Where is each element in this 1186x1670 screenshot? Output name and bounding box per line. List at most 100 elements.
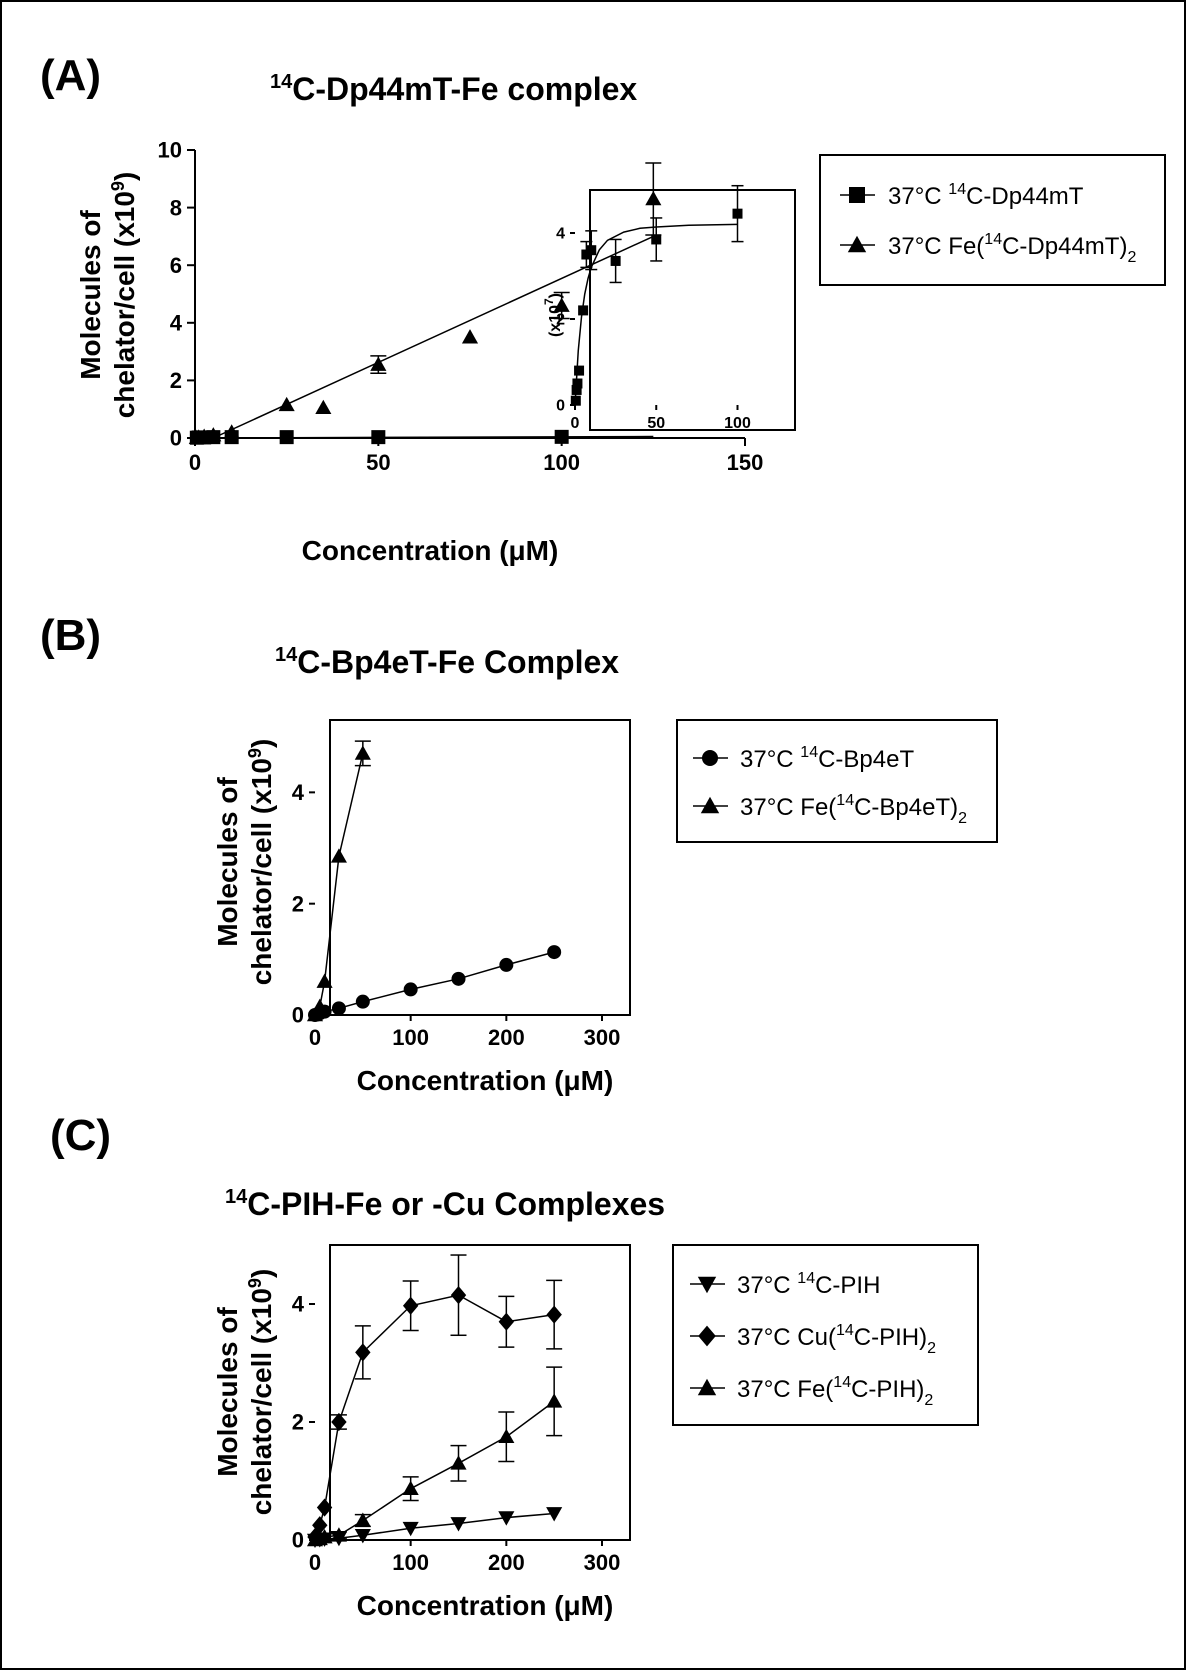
legA0-shape (849, 187, 865, 203)
panel-c-legend-marker-1 (698, 1325, 716, 1347)
panel-a-y-axis-title-line2: chelator/cell (x109) (108, 172, 140, 419)
panel-b-series-1-point-5 (354, 745, 371, 760)
panel-c-title: 14C-PIH-Fe or -Cu Complexes (225, 1186, 665, 1222)
panel-c-frame (329, 1244, 631, 1541)
panel-a-inset-y-tick-label-1: 2 (556, 312, 565, 329)
panel-a-inset-series-0 (570, 184, 744, 406)
panel-a-plot: 0 50 100 150 0 2 4 6 8 10 (158, 138, 764, 475)
panel-c-y-axis-title-line2: chelator/cell (x109) (245, 1269, 277, 1516)
panel-c-legend-entry-1: 37°C Cu(14C-PIH)2 (690, 1322, 936, 1357)
panel-c-label: (C) (50, 1111, 111, 1160)
panel-b-series-0-point-4 (331, 1001, 346, 1016)
panel-b-series-0-point-8 (499, 957, 514, 972)
panel-c-legend-label-2: 37°C Fe(14C-PIH)2 (737, 1374, 933, 1409)
legB1-shape (700, 796, 720, 814)
panel-a-y-tick-label-5: 10 (158, 138, 182, 163)
panel-a-label: (A) (40, 51, 101, 100)
panel-b-legend-frame (676, 719, 998, 843)
panel-c-series-0-point-7 (498, 1511, 515, 1526)
panel-a-inset-series-0-point-4 (578, 305, 589, 316)
panel-b-legend-entry-1: 37°C Fe(14C-Bp4eT)2 (693, 792, 967, 827)
panel-c-series-0-point-5 (402, 1521, 419, 1537)
panel-c-series-1-point-7 (498, 1312, 515, 1331)
panel-a-legend-label-0: 37°C 14C-Dp44mT (888, 181, 1084, 210)
panel-b-y-tick-label-1: 2 (292, 891, 304, 916)
panel-a-inset: 0 50 100 0 2 4 (x107) (542, 184, 796, 432)
panel-a-series-1-point-7 (370, 356, 387, 371)
panel-b-series-1-point-3 (316, 973, 333, 988)
panel-c-y-tick-label-2: 4 (292, 1292, 305, 1317)
panel-a-series-1-point-4 (223, 424, 240, 439)
panel-b-y-axis-title-line2: chelator/cell (x109) (245, 739, 277, 986)
panel-a-inset-y-tick-label-0: 0 (556, 398, 565, 415)
panel-b-title: 14C-Bp4eT-Fe Complex (275, 644, 619, 680)
panel-a-inset-series-0-point-2 (572, 378, 583, 389)
panel-b-x-tick-label-2: 200 (488, 1025, 525, 1050)
panel-a-inset-series-0-point-7 (610, 255, 621, 266)
panel-b-plot: 0 100 200 300 0 2 4 (292, 740, 620, 1050)
panel-c-series-1-point-5 (402, 1296, 419, 1315)
panel-a-x-tick-label-2: 100 (543, 450, 580, 475)
panel-b-series-0-point-9 (547, 945, 562, 960)
panel-a-series-1 (188, 162, 662, 445)
panel-b-legend-label-1: 37°C Fe(14C-Bp4eT)2 (740, 792, 967, 827)
panel-a: (A) 14C-Dp44mT-Fe complex 0 50 100 15002468… (40, 51, 1166, 566)
panel-b-legend-marker-1 (700, 796, 720, 814)
panel-a-y-tick-label-0: 0 (170, 426, 182, 451)
panel-a-series-0-point-5 (279, 430, 294, 445)
panel-a-inset-series-0-point-3 (574, 365, 585, 376)
panel-b-y-axis-title-line1: Molecules of (212, 777, 243, 947)
panel-c-legend-frame (672, 1244, 979, 1426)
panel-b-x-axis-title: Concentration (μM) (357, 1065, 614, 1096)
panel-a-inset-series-0-point-9 (732, 208, 743, 219)
panel-b-frame (329, 719, 631, 1016)
legC1-shape (698, 1325, 716, 1347)
panel-b-series-0-point-5 (355, 994, 370, 1009)
panel-b-legend-label-0: 37°C 14C-Bp4eT (740, 744, 914, 773)
panel-c-series-2 (306, 1366, 563, 1547)
panel-c-legend-entry-2: 37°C Fe(14C-PIH)2 (690, 1374, 933, 1409)
panel-a-inset-x-tick-label-0: 0 (571, 415, 580, 432)
panel-a-legend-label-1: 37°C Fe(14C-Dp44mT)2 (888, 231, 1136, 266)
panel-a-series-1-point-3 (205, 427, 222, 442)
panel-c-series-2-point-2 (316, 1529, 333, 1544)
panel-b-y-tick-label-0: 0 (292, 1003, 304, 1028)
panel-a-x-tick-label-1: 50 (366, 450, 390, 475)
legC2-shape (697, 1378, 717, 1396)
panel-a-x-tick-label-3: 150 (727, 450, 764, 475)
panel-a-inset-plot: 0 50 100 0 2 4 (556, 184, 751, 432)
panel-b-y-tick-label-2: 4 (292, 780, 305, 805)
panel-a-y-tick-label-4: 8 (170, 195, 182, 220)
panel-c-series-0-point-4 (354, 1528, 371, 1544)
panel-b-series-0-point-7 (451, 971, 466, 986)
panel-c-x-tick-label-0: 0 (309, 1550, 321, 1575)
panel-b-legend: 37°C 14C-Bp4eT 37°C Fe(14C-Bp4eT)2 (676, 719, 998, 843)
panel-b-label: (B) (40, 611, 101, 660)
panel-c-legend-marker-0 (697, 1276, 717, 1294)
panel-b-x-tick-label-0: 0 (309, 1025, 321, 1050)
panel-a-series-0-point-6 (371, 430, 386, 445)
panel-c-x-tick-label-3: 300 (584, 1550, 621, 1575)
panel-c-legend-label-0: 37°C 14C-PIH (737, 1270, 880, 1299)
panel-a-series-0-point-7 (554, 429, 569, 444)
panel-c-series-2-point-4 (354, 1512, 371, 1527)
panel-b-legend-entry-0: 37°C 14C-Bp4eT (693, 744, 914, 773)
panel-a-legend-marker-0 (849, 187, 865, 203)
panel-a-y-tick-label-1: 2 (170, 368, 182, 393)
panel-a-series-1-point-6 (315, 399, 332, 415)
panel-b: (B) 14C-Bp4eT-Fe Complex 0 100 200 300 0 2 4 C… (40, 611, 998, 1096)
panel-a-legend-frame (819, 154, 1166, 286)
panel-b-series-1-point-4 (330, 848, 347, 863)
panel-a-inset-series-0-point-6 (586, 245, 597, 256)
panel-c: (C) 14C-PIH-Fe or -Cu Complexes 0 100 200 3… (50, 1111, 979, 1621)
panel-a-y-tick-label-2: 4 (170, 311, 183, 336)
panel-a-inset-frame (589, 189, 796, 431)
panel-c-plot: 0 100 200 300 0 2 4 (292, 1254, 621, 1575)
panel-a-inset-y-tick-label-2: 4 (556, 226, 565, 243)
panel-c-series-1-point-6 (450, 1286, 467, 1305)
panel-a-series-1-point-10 (645, 190, 662, 206)
panel-a-legend-entry-0: 37°C 14C-Dp44mT (840, 181, 1084, 210)
panel-b-legend-marker-0 (702, 750, 718, 766)
panel-c-series-1-point-3 (331, 1412, 347, 1432)
